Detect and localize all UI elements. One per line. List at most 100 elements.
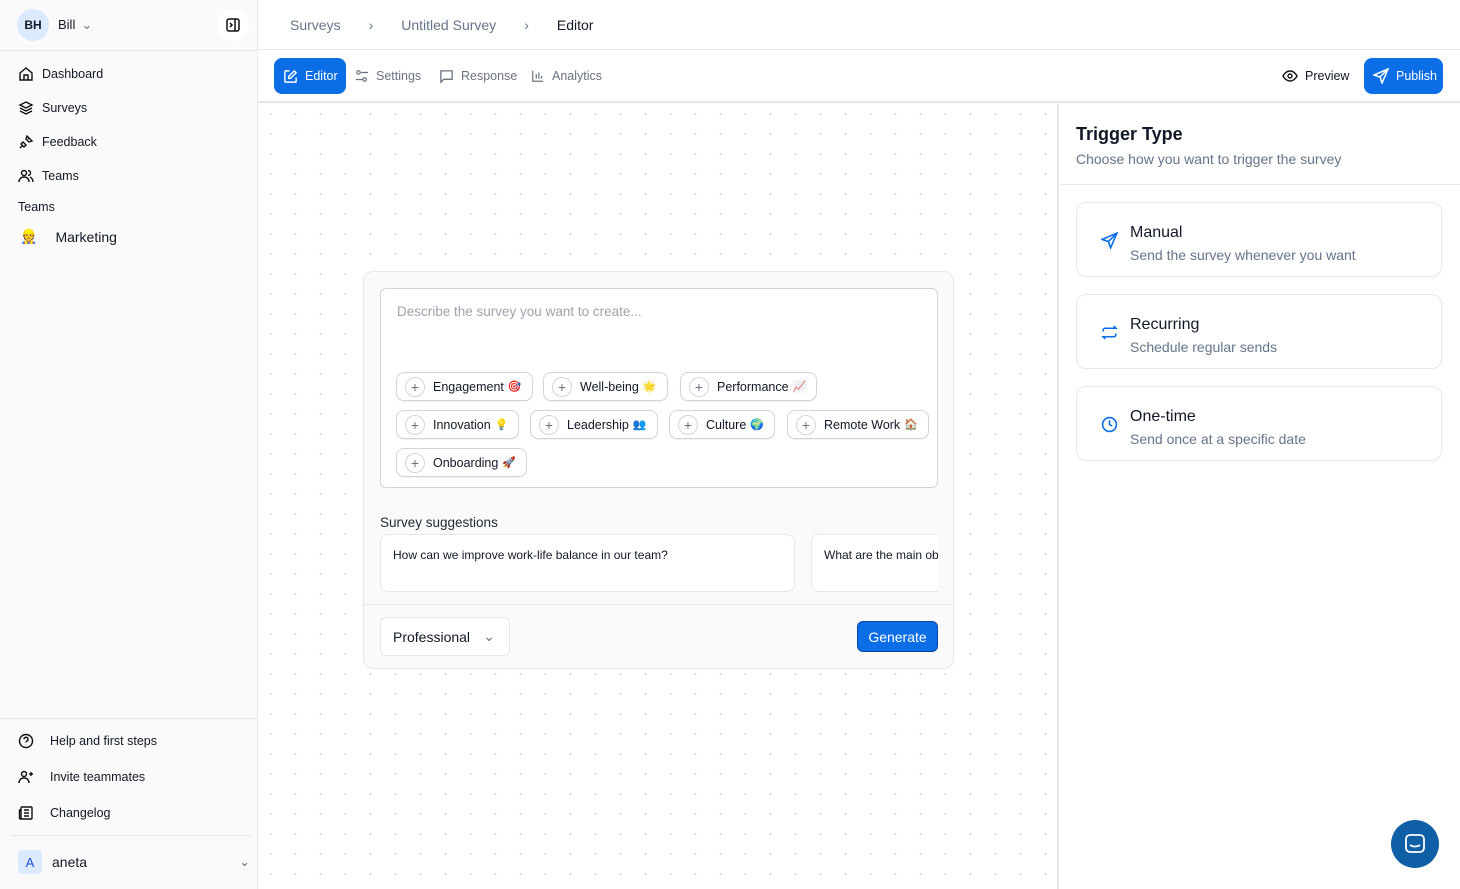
suggestion-card[interactable]: What are the main ob	[811, 534, 938, 592]
emoji: 🏠	[904, 419, 918, 431]
tab-response[interactable]: Response	[439, 58, 517, 94]
chevron-right-icon: ›	[524, 16, 529, 33]
breadcrumb-untitled-survey[interactable]: Untitled Survey	[401, 16, 497, 33]
option-title: Manual	[1130, 224, 1183, 241]
label: Culture	[706, 417, 747, 432]
suggestions-heading: Survey suggestions	[380, 515, 498, 530]
users-icon	[18, 169, 34, 183]
option-desc: Send the survey whenever you want	[1130, 247, 1356, 263]
chevron-down-icon: ⌄	[81, 17, 93, 32]
label: Leadership	[567, 417, 629, 432]
eye-icon	[1282, 70, 1298, 82]
label: Onboarding	[433, 455, 499, 470]
account-menu[interactable]: A aneta ⌄	[18, 850, 250, 874]
divider	[364, 604, 953, 605]
divider	[1060, 184, 1460, 185]
user-avatar[interactable]: BH	[17, 9, 49, 41]
survey-description-input[interactable]: Describe the survey you want to create..…	[380, 288, 938, 488]
plus-icon: +	[405, 414, 425, 435]
team-label: Marketing	[55, 228, 117, 245]
label: Teams	[42, 169, 79, 183]
trigger-option-one-time[interactable]: One-time Send once at a specific date	[1076, 386, 1442, 461]
sidebar-item-teams[interactable]: Teams	[18, 168, 79, 184]
trigger-panel: Trigger Type Choose how you want to trig…	[1060, 104, 1460, 889]
tone-select[interactable]: Professional ⌄	[380, 617, 510, 656]
divider	[10, 835, 250, 836]
label: Settings	[376, 69, 422, 83]
label: Response	[461, 69, 518, 83]
label: Well-being	[580, 379, 639, 394]
label: Feedback	[42, 135, 97, 149]
tab-analytics[interactable]: Analytics	[531, 58, 602, 94]
chip-remote-work[interactable]: + Remote Work 🏠	[787, 410, 929, 439]
account-avatar: A	[18, 850, 42, 874]
user-menu[interactable]: Bill ⌄	[58, 17, 92, 33]
chevron-right-icon: ›	[368, 16, 374, 33]
publish-button[interactable]: Publish	[1364, 58, 1443, 94]
option-title: Recurring	[1130, 316, 1200, 333]
emoji: 🚀	[502, 457, 517, 469]
team-emoji: 👷	[20, 228, 38, 244]
chevron-down-icon: ⌄	[239, 854, 250, 869]
team-marketing[interactable]: 👷 Marketing	[20, 228, 117, 245]
clock-icon	[1101, 416, 1118, 433]
trigger-title: Trigger Type	[1076, 124, 1183, 144]
sliders-icon	[355, 70, 369, 82]
chip-well-being[interactable]: + Well-being 🌟	[543, 372, 668, 401]
chip-culture[interactable]: + Culture 🌍	[669, 410, 775, 439]
help-circle-icon	[18, 733, 34, 749]
option-desc: Schedule regular sends	[1130, 339, 1278, 355]
user-name: Bill	[58, 17, 76, 32]
label: Publish	[1396, 69, 1437, 83]
tab-settings[interactable]: Settings	[355, 58, 421, 94]
sidebar-item-feedback[interactable]: Feedback	[18, 134, 97, 150]
emoji: 🌟	[642, 381, 657, 393]
plus-icon: +	[405, 376, 425, 397]
label: Remote Work	[824, 417, 901, 432]
plus-icon: +	[552, 376, 572, 397]
home-icon	[19, 67, 33, 81]
user-plus-icon	[18, 770, 33, 784]
teams-heading: Teams	[18, 200, 55, 214]
label: Preview	[1305, 69, 1350, 83]
label: Surveys	[42, 101, 88, 115]
breadcrumb-surveys[interactable]: Surveys	[290, 16, 341, 33]
tab-bar: Editor Settings Response Analytics Previ…	[258, 51, 1460, 103]
chip-innovation[interactable]: + Innovation 💡	[396, 410, 520, 439]
sidebar-item-surveys[interactable]: Surveys	[18, 100, 87, 116]
suggestion-card[interactable]: How can we improve work-life balance in …	[380, 534, 795, 592]
tone-value: Professional	[393, 628, 471, 645]
emoji: 👥	[632, 419, 647, 431]
emoji: 🌍	[750, 419, 764, 431]
edit-icon	[284, 69, 298, 83]
layers-icon	[18, 101, 34, 115]
trigger-option-manual[interactable]: Manual Send the survey whenever you want	[1076, 202, 1442, 277]
plus-icon: +	[539, 414, 559, 435]
label: Invite teammates	[50, 770, 146, 784]
label: Engagement	[433, 379, 504, 394]
chip-onboarding[interactable]: + Onboarding 🚀	[396, 448, 528, 477]
survey-generator-card: Describe the survey you want to create..…	[363, 271, 954, 669]
breadcrumb: Surveys › Untitled Survey › Editor	[258, 0, 1460, 50]
chip-engagement[interactable]: + Engagement 🎯	[396, 372, 533, 401]
changelog-link[interactable]: Changelog	[18, 805, 110, 821]
bar-chart-icon	[532, 70, 544, 82]
invite-link[interactable]: Invite teammates	[18, 769, 145, 785]
sidebar-item-dashboard[interactable]: Dashboard	[18, 66, 103, 82]
sidebar: BH Bill ⌄ Dashboard Surveys Feedback Team…	[0, 0, 258, 889]
label: Changelog	[50, 806, 111, 820]
trigger-option-recurring[interactable]: Recurring Schedule regular sends	[1076, 294, 1442, 369]
collapse-sidebar-icon[interactable]	[217, 9, 249, 41]
plus-icon: +	[678, 414, 698, 435]
help-link[interactable]: Help and first steps	[18, 733, 157, 749]
plus-icon: +	[796, 414, 816, 435]
tab-editor[interactable]: Editor	[274, 58, 346, 94]
chip-performance[interactable]: + Performance 📈	[680, 372, 818, 401]
divider	[0, 50, 258, 51]
chat-launcher-button[interactable]	[1391, 820, 1439, 868]
generate-button[interactable]: Generate	[857, 621, 938, 652]
emoji: 💡	[494, 419, 509, 431]
chip-leadership[interactable]: + Leadership 👥	[530, 410, 658, 439]
preview-button[interactable]: Preview	[1282, 58, 1349, 94]
emoji: 📈	[792, 381, 807, 393]
